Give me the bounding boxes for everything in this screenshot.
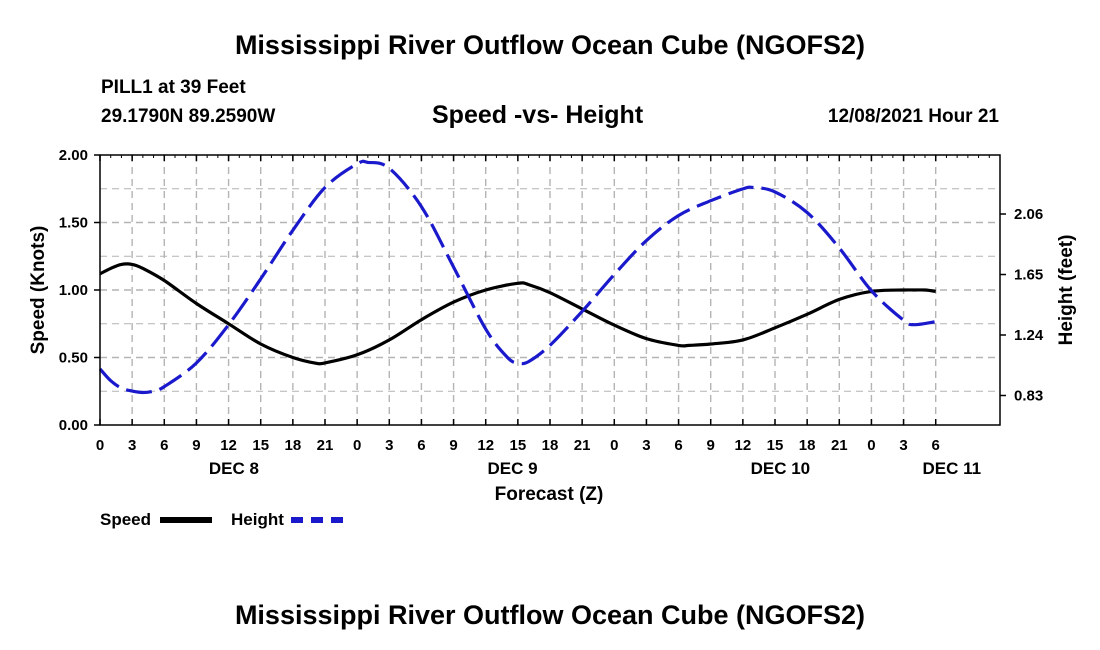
series-layer [98,159,936,395]
x-tick-label: 21 [317,437,334,454]
y-left-tick-label: 0.50 [59,350,88,367]
x-tick-label: 0 [96,437,104,454]
y-right-tick-label: 1.65 [1014,267,1043,284]
date-label: DEC 10 [751,459,811,478]
grid-layer [100,155,1000,425]
y-left-tick-label: 1.00 [59,282,88,299]
chart-subtitle: Speed -vs- Height [432,101,644,129]
height-series-line [98,159,936,395]
y-right-tick-label: 2.06 [1014,206,1043,223]
legend-speed-swatch [160,517,212,523]
x-tick-label: 3 [642,437,650,454]
forecast-timestamp: 12/08/2021 Hour 21 [827,106,999,127]
x-tick-label: 6 [932,437,940,454]
y-right-tick-label: 1.24 [1014,327,1044,344]
x-tick-label: 21 [574,437,591,454]
x-axis-label: Forecast (Z) [495,484,604,505]
x-tick-label: 9 [192,437,200,454]
x-tick-label: 12 [735,437,752,454]
main-title: Mississippi River Outflow Ocean Cube (NG… [234,30,866,60]
x-tick-label: 18 [285,437,302,454]
x-tick-label: 18 [542,437,559,454]
date-label: DEC 8 [209,459,259,478]
legend-height-swatch [291,517,343,523]
y-axis-right-label: Height (feet) [1056,235,1077,346]
axis-layer: 0 3 6 9 12 15 18 21 0 3 6 9 12 15 18 21 0 3 6 9 12 15 18 21 0 3 6 D… [59,147,1044,478]
legend-height-label: Height [231,510,284,529]
x-tick-label: 9 [707,437,715,454]
x-tick-label: 15 [252,437,269,454]
footer-title: Mississippi River Outflow Ocean Cube (NG… [234,600,866,630]
x-tick-label: 15 [510,437,527,454]
x-tick-label: 12 [220,437,237,454]
x-tick-label: 3 [899,437,907,454]
y-right-tick-label: 0.83 [1014,387,1043,404]
x-tick-label: 18 [799,437,816,454]
station-coordinates: 29.1790N 89.2590W [101,106,276,127]
y-left-tick-label: 1.50 [59,215,88,232]
x-tick-label: 0 [610,437,618,454]
y-left-tick-label: 0.00 [59,417,88,434]
speed-series-line [99,262,936,366]
plot-frame [99,154,1001,426]
x-tick-label: 9 [449,437,457,454]
date-label: DEC 11 [922,459,981,478]
x-tick-label: 6 [417,437,425,454]
x-tick-label: 3 [128,437,136,454]
station-label: PILL1 at 39 Feet [101,77,246,98]
x-tick-label: 3 [385,437,393,454]
y-left-tick-label: 2.00 [59,147,88,164]
x-tick-label: 21 [831,437,848,454]
x-tick-label: 6 [674,437,682,454]
date-label: DEC 9 [487,459,537,478]
x-tick-label: 15 [767,437,784,454]
x-tick-label: 12 [477,437,494,454]
x-tick-label: 6 [160,437,168,454]
legend-speed-label: Speed [100,510,152,529]
y-axis-left-label: Speed (Knots) [28,226,49,355]
x-tick-label: 0 [353,437,361,454]
x-tick-label: 0 [867,437,875,454]
